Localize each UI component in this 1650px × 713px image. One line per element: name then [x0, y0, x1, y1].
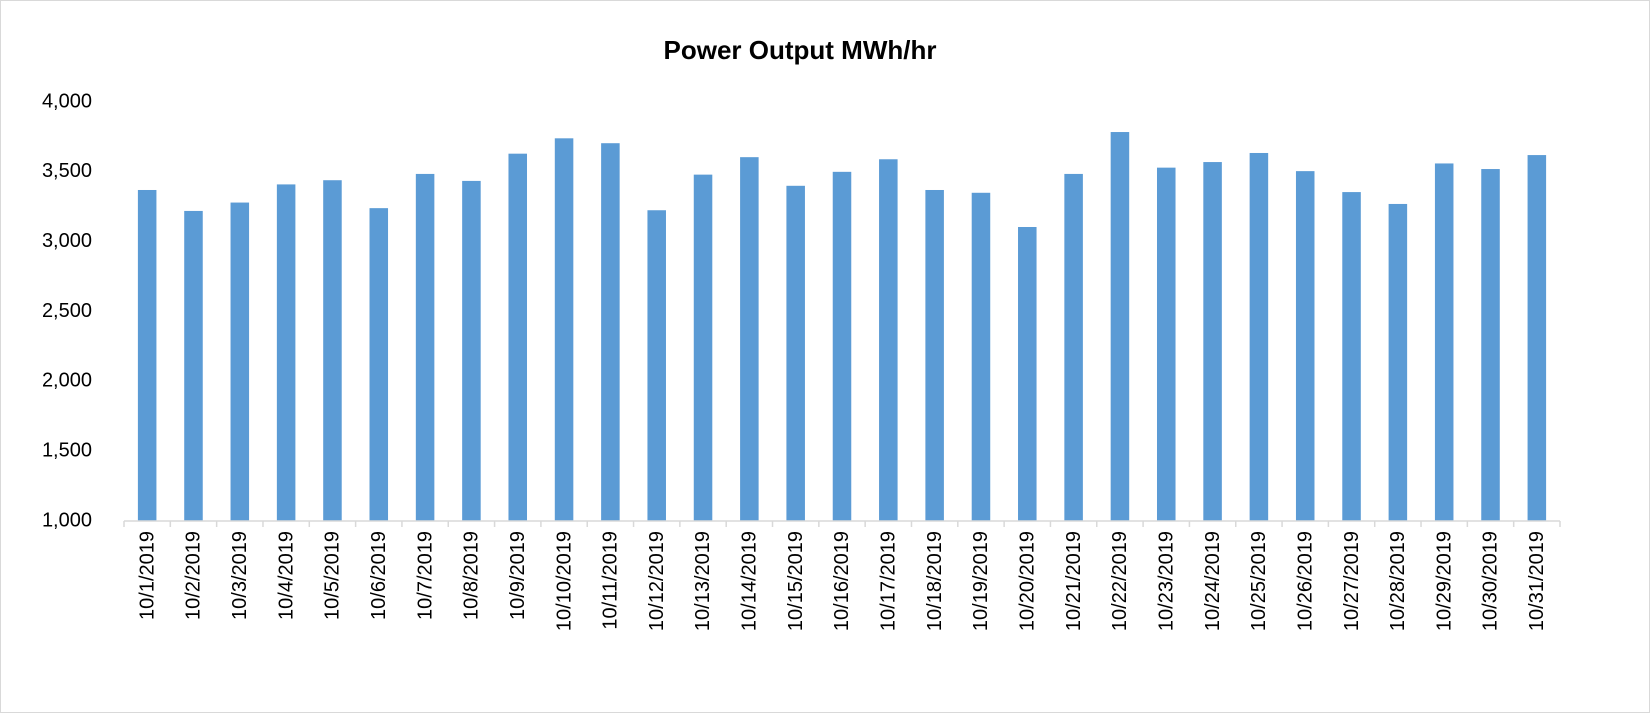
bar	[1342, 192, 1361, 521]
x-tick-label: 10/30/2019	[1480, 531, 1502, 631]
bar	[554, 138, 574, 521]
bar	[925, 189, 944, 522]
bar	[462, 180, 481, 521]
x-tick-label: 10/3/2019	[229, 531, 251, 620]
x-tick-label: 10/27/2019	[1341, 531, 1363, 631]
bar	[1064, 173, 1083, 521]
bar	[1018, 227, 1037, 522]
bar	[184, 210, 203, 521]
x-tick-label: 10/23/2019	[1155, 531, 1177, 631]
bar	[1110, 132, 1130, 522]
x-tick-label: 10/10/2019	[553, 531, 575, 631]
bar	[1481, 169, 1500, 522]
x-tick-label: 10/16/2019	[831, 531, 853, 631]
bar	[230, 202, 250, 521]
y-tick-label: 1,500	[42, 439, 92, 461]
bar	[971, 192, 991, 522]
bar	[647, 210, 666, 521]
x-tick-label: 10/18/2019	[924, 531, 946, 631]
x-tick-label: 10/19/2019	[970, 531, 992, 631]
y-tick-label: 3,500	[42, 160, 92, 182]
x-tick-label: 10/22/2019	[1109, 531, 1131, 631]
x-tick-label: 10/25/2019	[1248, 531, 1270, 631]
bar	[1249, 152, 1269, 521]
x-tick-label: 10/17/2019	[878, 531, 900, 631]
bar	[786, 185, 805, 522]
y-tick-label: 3,000	[42, 230, 92, 252]
bar	[1203, 162, 1222, 521]
x-tick-label: 10/29/2019	[1433, 531, 1455, 631]
x-tick-label: 10/1/2019	[136, 531, 158, 620]
x-tick-label: 10/13/2019	[692, 531, 714, 631]
bar	[508, 153, 528, 521]
x-tick-label: 10/24/2019	[1202, 531, 1224, 631]
x-tick-label: 10/7/2019	[414, 531, 436, 620]
x-tick-label: 10/2/2019	[183, 531, 205, 620]
y-tick-label: 2,500	[42, 300, 92, 322]
x-tick-label: 10/21/2019	[1063, 531, 1085, 631]
x-tick-label: 10/11/2019	[600, 531, 622, 630]
x-tick-label: 10/8/2019	[461, 531, 483, 620]
x-tick-label: 10/31/2019	[1526, 531, 1548, 631]
x-tick-label: 10/9/2019	[507, 531, 529, 620]
bar	[1527, 155, 1547, 521]
bar	[323, 180, 342, 522]
bar	[693, 174, 713, 522]
bar	[832, 171, 852, 522]
bar	[601, 143, 620, 521]
bar	[276, 184, 296, 522]
x-tick-label: 10/5/2019	[322, 531, 344, 620]
y-tick-label: 2,000	[42, 370, 92, 392]
x-tick-label: 10/26/2019	[1294, 531, 1316, 631]
bar	[1156, 167, 1176, 522]
bar	[1295, 171, 1315, 521]
y-tick-label: 4,000	[42, 90, 92, 112]
x-tick-label: 10/4/2019	[275, 531, 297, 620]
x-tick-label: 10/14/2019	[739, 531, 761, 631]
bar	[415, 173, 435, 521]
x-tick-label: 10/15/2019	[785, 531, 807, 631]
x-tick-label: 10/20/2019	[1016, 531, 1038, 631]
x-tick-label: 10/12/2019	[646, 531, 668, 631]
bar	[740, 157, 759, 521]
chart-title: Power Output MWh/hr	[664, 35, 937, 65]
x-tick-label: 10/28/2019	[1387, 531, 1409, 631]
bar	[1434, 163, 1454, 521]
bar	[1388, 203, 1408, 521]
bar	[137, 189, 157, 522]
bar	[369, 208, 389, 521]
y-tick-label: 1,000	[42, 509, 92, 531]
bar	[879, 159, 898, 521]
x-tick-label: 10/6/2019	[368, 531, 390, 620]
